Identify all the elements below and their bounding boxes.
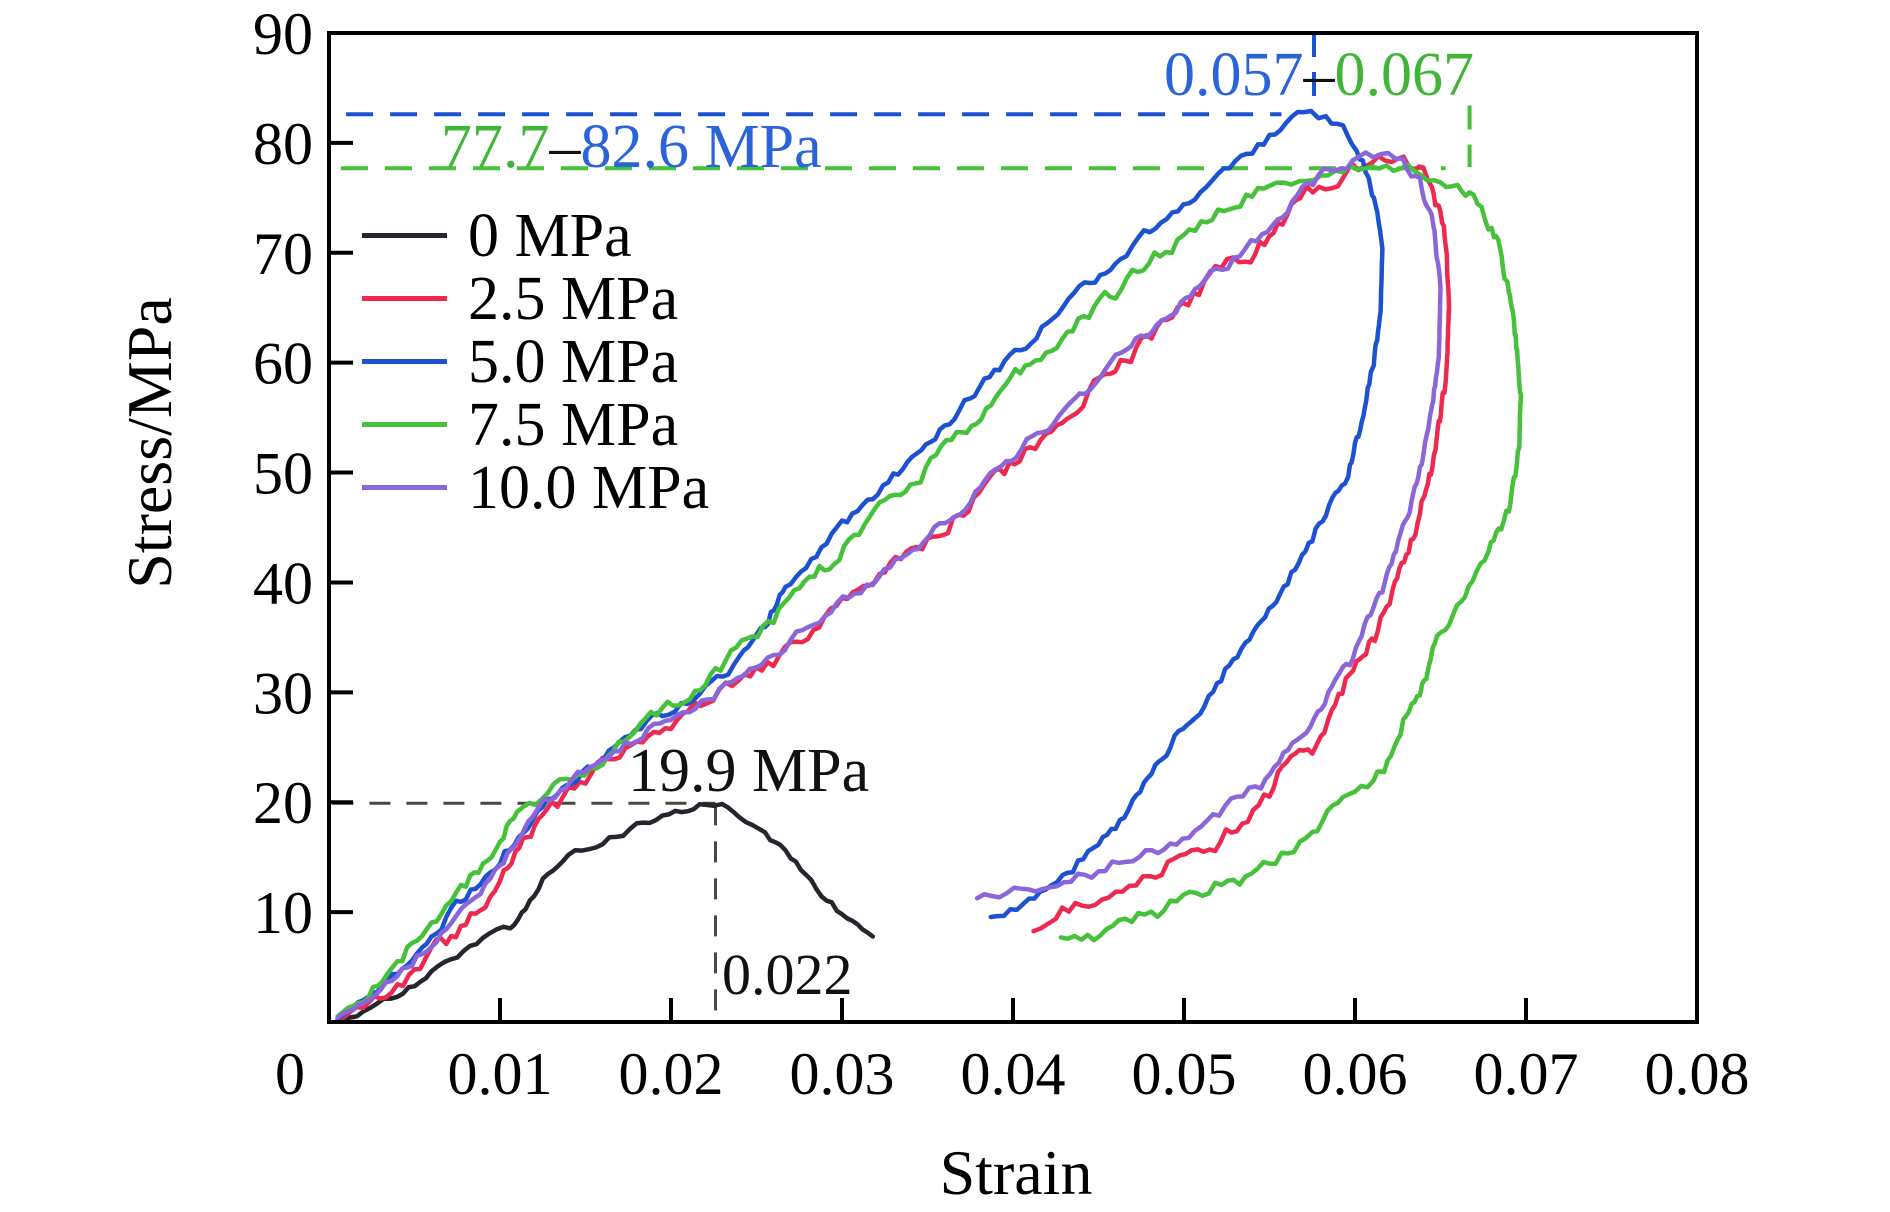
annotation-strain-max: 0.067 [1334,41,1475,109]
annotation-peak-strain-range: 0.057–0.067 [1164,44,1474,106]
annotation-peak-0mpa: 19.9 MPa [628,737,870,805]
y-tick-label: 80 [253,111,313,177]
y-axis-title: Stress/MPa [114,297,185,589]
x-tick-label: 0.04 [961,1041,1066,1107]
legend-swatch-2.5mpa [362,296,447,301]
x-tick-label: 0.06 [1303,1041,1408,1107]
legend-item-2.5mpa: 2.5 MPa [362,267,709,330]
legend-item-7.5mpa: 7.5 MPa [362,393,709,456]
legend-swatch-0mpa [362,233,447,238]
annotation-peak-stress-range: 77.7–82.6 MPa [441,116,822,178]
legend-swatch-7.5mpa [362,422,447,427]
x-tick-label: 0.05 [1132,1041,1237,1107]
legend-label-2.5mpa: 2.5 MPa [468,264,679,333]
x-tick-label: 0 [275,1041,305,1107]
annotation-strain-dash: – [1303,41,1335,109]
y-tick-label: 50 [253,441,313,507]
x-tick-label: 0.01 [448,1041,553,1107]
y-tick-label: 10 [253,880,313,946]
y-tick-label: 90 [253,1,313,67]
annotation-strain-0mpa: 0.022 [722,942,853,1007]
plot-frame [327,31,1699,1024]
x-axis-title: Strain [939,1137,1093,1208]
y-tick-label: 70 [253,221,313,287]
x-tick-label: 0.07 [1474,1041,1579,1107]
legend: 0 MPa 2.5 MPa 5.0 MPa 7.5 MPa 10.0 MPa [362,204,709,519]
legend-label-10.0mpa: 10.0 MPa [468,453,710,522]
legend-swatch-5.0mpa [362,359,447,364]
legend-item-5.0mpa: 5.0 MPa [362,330,709,393]
y-tick-label: 30 [253,660,313,726]
legend-label-5.0mpa: 5.0 MPa [468,327,679,396]
x-tick-label: 0.02 [619,1041,724,1107]
x-tick-label: 0.08 [1645,1041,1750,1107]
annotation-stress-min: 77.7 [441,113,550,181]
legend-item-10.0mpa: 10.0 MPa [362,456,709,519]
annotation-strain-min: 0.057 [1164,41,1304,109]
y-tick-label: 20 [253,770,313,836]
legend-swatch-10.0mpa [362,485,447,490]
curve-5.0-mpa [335,108,1385,1020]
y-tick-label: 60 [253,331,313,397]
x-tick-label: 0.03 [790,1041,895,1107]
y-tick-label: 40 [253,550,313,616]
annotation-stress-max: 82.6 MPa [580,113,822,181]
legend-item-0mpa: 0 MPa [362,204,709,267]
curve-10.0-mpa [335,150,1443,1020]
legend-label-0mpa: 0 MPa [468,201,632,270]
curve-7.5-mpa [335,162,1524,1019]
annotation-stress-dash: – [549,113,581,181]
curve-0-mpa [335,801,876,1020]
legend-label-7.5mpa: 7.5 MPa [468,390,679,459]
